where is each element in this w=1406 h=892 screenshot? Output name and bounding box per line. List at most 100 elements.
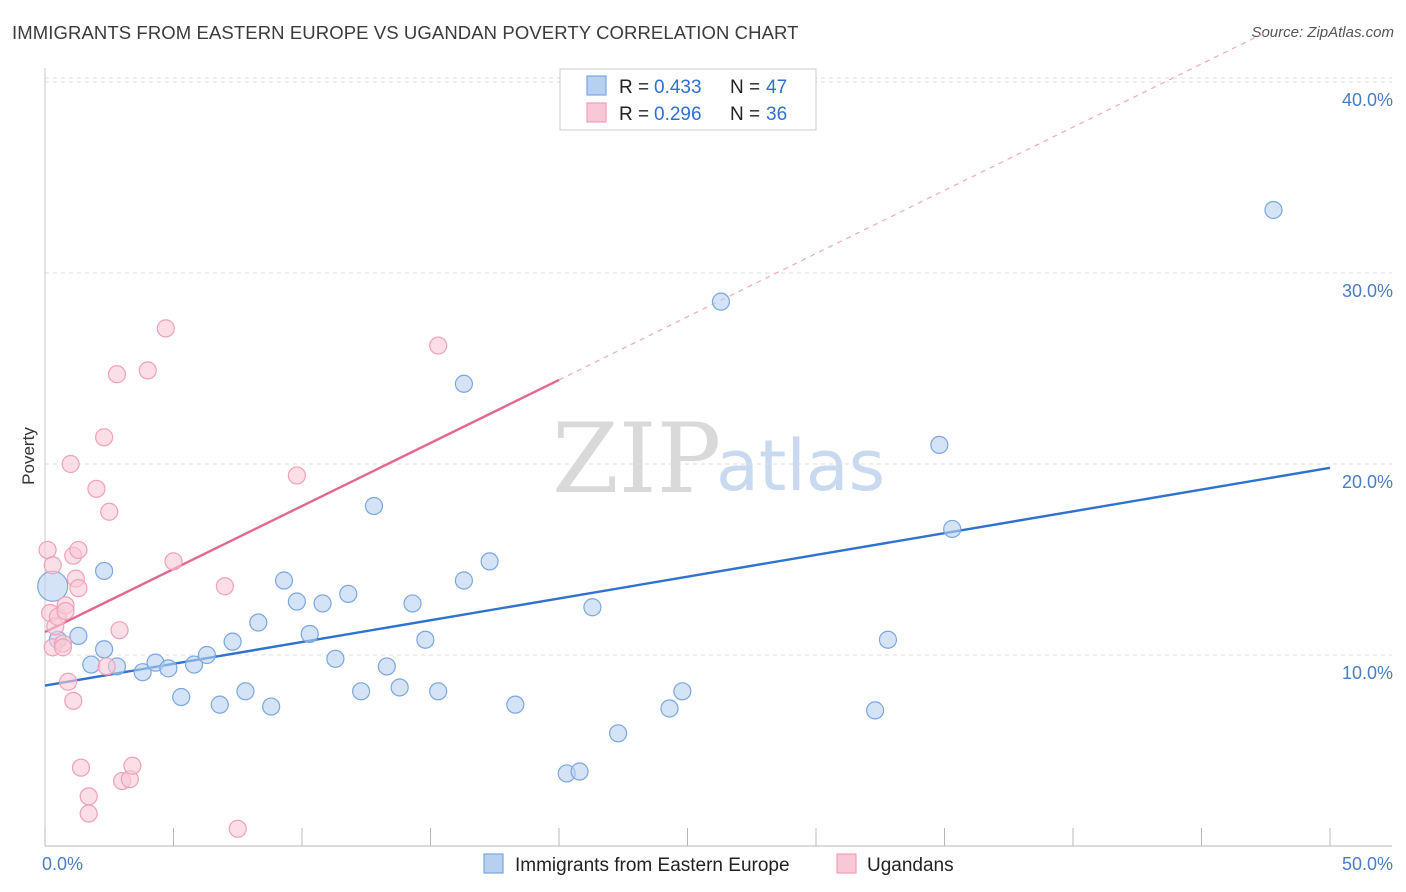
point-series-1-18 [79,787,98,806]
y-tick-label-3: 40.0% [1342,90,1393,110]
point-series-1-2 [43,556,62,575]
point-series-0-17 [262,697,281,716]
point-series-0-41 [711,292,731,311]
stats-legend: R = 0.433 N = 47 R = 0.296 N = 36 [559,68,817,131]
legend-swatch-series-1 [586,102,607,123]
point-series-1-9 [56,601,75,621]
point-series-0-9 [159,659,178,678]
point-series-1-0 [38,540,57,560]
trend-line-series-0 [44,466,1331,687]
point-series-0-27 [390,678,409,697]
point-series-0-4 [95,561,114,581]
point-series-1-32 [215,577,234,596]
series-legend-swatch-0[interactable] [483,853,504,874]
point-series-1-33 [228,819,247,838]
chart-title: IMMIGRANTS FROM EASTERN EUROPE VS UGANDA… [12,22,799,43]
point-series-0-2 [69,626,88,646]
legend-swatch-series-0 [586,75,607,96]
point-series-0-23 [339,584,358,603]
point-series-0-7 [133,663,152,682]
point-series-0-39 [660,699,679,718]
point-series-0-38 [609,724,628,743]
point-series-1-12 [64,691,83,710]
y-tick-label-0: 10.0% [1342,663,1393,683]
legend-r-label-0: R = [619,77,649,98]
point-series-0-37 [583,598,602,617]
legend-n-label-1: N = [730,104,760,125]
point-series-1-35 [429,336,448,355]
point-series-1-10 [59,672,78,691]
point-series-0-36 [570,762,589,781]
legend-n-value-1: 36 [766,104,787,125]
point-series-0-5 [95,640,114,659]
point-series-0-31 [454,571,474,590]
legend-r-label-1: R = [619,104,649,125]
series-legend-swatch-1[interactable] [836,853,857,874]
point-series-0-11 [184,655,204,674]
point-series-0-28 [403,594,422,613]
point-series-0-21 [313,594,332,613]
point-series-1-24 [107,365,127,384]
point-series-1-15 [69,579,88,598]
series-legend-label-1[interactable]: Ugandans [867,855,954,876]
data-points [37,200,1283,838]
series-legend-label-0[interactable]: Immigrants from Eastern Europe [515,855,790,876]
series-legend: Immigrants from Eastern Europe Ugandans [483,853,954,876]
point-series-1-17 [71,758,91,777]
x-tick-label-0: 0.0% [42,854,83,874]
point-series-0-43 [878,630,898,649]
point-series-0-16 [249,613,268,632]
point-series-0-32 [454,374,474,393]
y-tick-label-2: 30.0% [1342,281,1393,301]
point-series-1-7 [53,638,73,657]
watermark: ZIP atlas [552,403,885,515]
point-series-1-29 [138,361,157,380]
point-series-0-42 [866,701,885,720]
y-axis-label: Poverty [19,427,38,485]
point-series-1-23 [100,502,119,521]
legend-r-value-1: 0.296 [654,104,702,125]
point-series-1-30 [156,319,175,338]
point-series-0-15 [236,682,255,701]
point-series-1-20 [87,479,106,498]
tick-labels: 10.0% 20.0% 30.0% 40.0% 0.0% 50.0% [42,90,1393,874]
point-series-0-25 [364,496,384,516]
point-series-0-46 [1264,200,1283,220]
point-series-1-31 [164,552,183,571]
trend-lines [44,31,1331,687]
point-series-1-28 [123,756,142,775]
axes [44,68,1392,847]
point-series-0-34 [506,695,525,714]
point-series-0-33 [480,552,499,571]
y-tick-label-1: 20.0% [1342,472,1393,492]
point-series-0-12 [197,645,217,665]
point-series-1-16 [69,540,88,560]
point-series-1-19 [79,804,98,823]
point-series-1-34 [287,466,306,485]
point-series-0-40 [673,682,692,701]
point-series-0-30 [429,682,448,701]
point-series-0-22 [326,649,345,668]
grid [45,77,1392,656]
point-series-0-13 [210,695,229,714]
x-tick-label-1: 50.0% [1342,854,1393,874]
legend-n-label-0: N = [730,77,760,98]
point-series-1-21 [95,428,114,447]
point-series-0-10 [172,687,191,707]
watermark-atlas: atlas [716,425,885,507]
legend-n-value-0: 47 [766,77,787,98]
point-series-0-26 [377,657,396,676]
point-series-0-29 [416,630,435,649]
legend-r-value-0: 0.433 [654,77,702,98]
point-series-0-18 [274,571,294,590]
point-series-0-24 [352,682,371,701]
point-series-0-14 [223,632,242,651]
chart-source: Source: ZipAtlas.com [1251,24,1394,41]
watermark-zip: ZIP [552,403,721,515]
point-series-0-44 [930,435,949,454]
point-series-0-3 [82,655,101,674]
trend-line-series-1 [44,378,560,634]
trend-extension-series-1 [558,31,1267,381]
point-series-0-20 [300,624,319,644]
